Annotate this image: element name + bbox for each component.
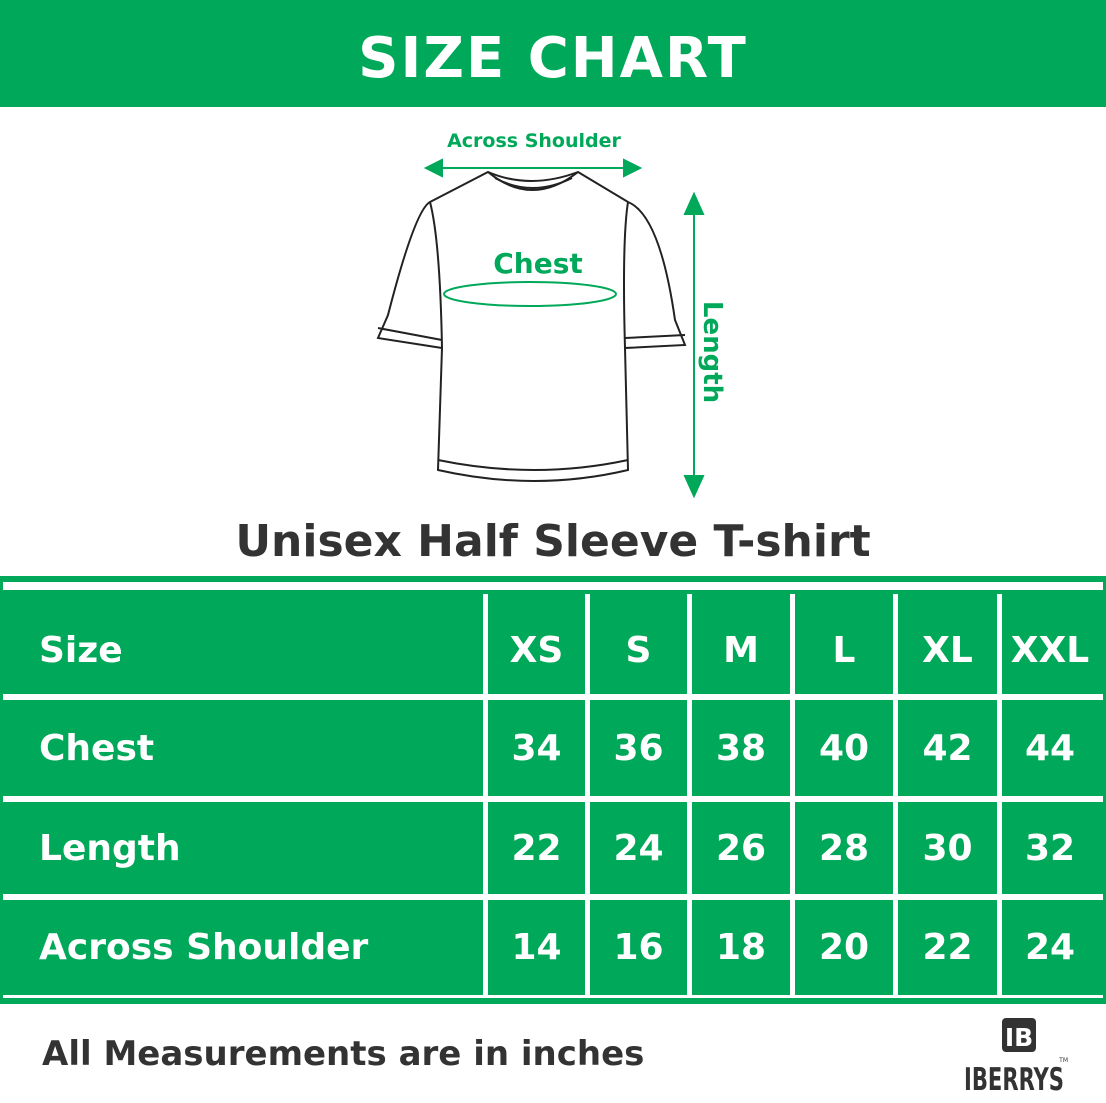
table-column-divider — [483, 594, 488, 995]
value-cell: 28 — [795, 802, 893, 894]
svg-text:IB: IB — [1005, 1023, 1033, 1052]
svg-text:TM: TM — [1058, 1057, 1068, 1064]
value-cell: 44 — [1002, 700, 1098, 796]
value-cell: 26 — [692, 802, 790, 894]
value-cell: 22 — [898, 900, 997, 995]
svg-text:IBERRYS: IBERRYS — [964, 1062, 1064, 1098]
tshirt-outline — [376, 170, 687, 482]
table-top-line — [3, 582, 1103, 590]
table-column-divider — [893, 594, 898, 995]
chest-label: Chest — [493, 247, 583, 280]
table-bottom-line — [3, 995, 1103, 998]
value-cell: 22 — [488, 802, 585, 894]
table-row-divider — [3, 894, 1103, 900]
value-cell: 32 — [1002, 802, 1098, 894]
size-table: Size XS S M L XL XXL Chest 34 36 38 40 42 44 Length 22 2… — [0, 576, 1106, 1004]
size-header-label: Size — [3, 606, 483, 694]
value-cell: 24 — [1002, 900, 1098, 995]
size-header-cell: XL — [898, 606, 997, 694]
value-cell: 42 — [898, 700, 997, 796]
size-header-cell: M — [692, 606, 790, 694]
value-cell: 40 — [795, 700, 893, 796]
value-cell: 38 — [692, 700, 790, 796]
value-cell: 20 — [795, 900, 893, 995]
table-row-divider — [3, 694, 1103, 700]
measurement-note: All Measurements are in inches — [42, 1034, 645, 1074]
row-label: Across Shoulder — [3, 900, 483, 995]
row-label: Chest — [3, 700, 483, 796]
size-header-cell: L — [795, 606, 893, 694]
table-column-divider — [687, 594, 692, 995]
value-cell: 36 — [590, 700, 687, 796]
table-column-divider — [790, 594, 795, 995]
length-label: Length — [697, 301, 727, 403]
table-column-divider — [997, 594, 1002, 995]
product-subtitle: Unisex Half Sleeve T-shirt — [235, 516, 871, 567]
across-shoulder-label: Across Shoulder — [447, 130, 621, 152]
table-column-divider — [585, 594, 590, 995]
size-header-cell: S — [590, 606, 687, 694]
row-label: Length — [3, 802, 483, 894]
value-cell: 34 — [488, 700, 585, 796]
iberrys-logo: IB IBERRYS TM — [964, 1018, 1068, 1098]
table-row-divider — [3, 796, 1103, 802]
size-header-cell: XXL — [1002, 606, 1098, 694]
title-banner: SIZE CHART — [0, 0, 1106, 107]
value-cell: 18 — [692, 900, 790, 995]
value-cell: 30 — [898, 802, 997, 894]
value-cell: 14 — [488, 900, 585, 995]
value-cell: 16 — [590, 900, 687, 995]
tshirt-diagram: Across Shoulder Chest Length — [376, 130, 727, 499]
size-header-cell: XS — [488, 606, 585, 694]
value-cell: 24 — [590, 802, 687, 894]
